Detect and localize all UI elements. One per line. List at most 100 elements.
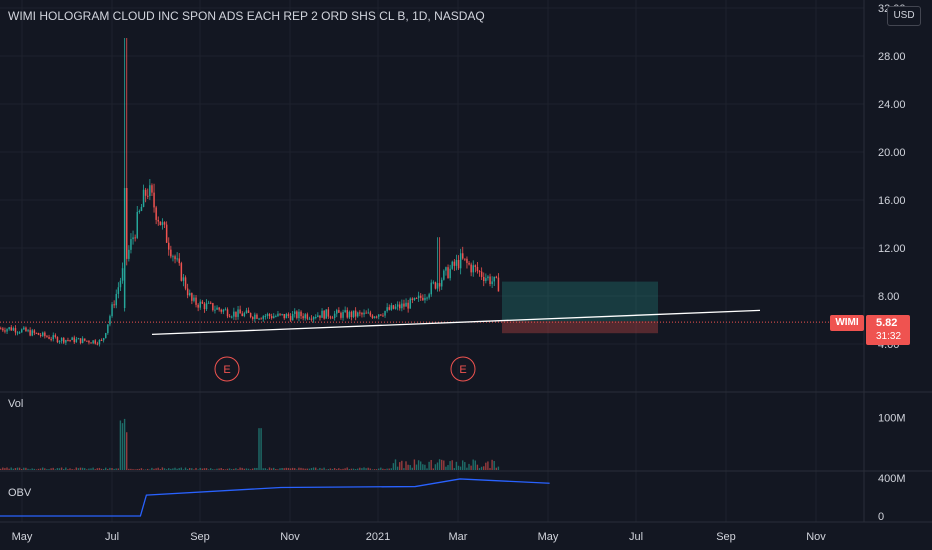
volume-bar [54,469,56,470]
x-tick-label: May [12,531,33,543]
candle-body [399,304,401,309]
volume-bar [436,462,439,470]
candle-body [394,306,397,309]
volume-bar [105,467,107,470]
candle-body [378,314,380,317]
candle-body [203,303,206,310]
volume-bar [254,467,256,470]
volume-bar [222,469,224,470]
candle-body [315,316,317,318]
volume-bar [258,428,260,470]
volume-bar [312,467,315,470]
candle-body [447,267,449,279]
candle-body [56,337,59,343]
candle-body [275,316,277,318]
candle-body [438,283,441,287]
volume-bar [201,468,203,470]
volume-bar [304,468,306,470]
candle-body [367,312,369,314]
x-tick-label: 2021 [366,531,390,543]
volume-bar [306,468,308,470]
volume-bar [247,468,250,470]
candle-body [392,305,395,309]
candle-body [258,318,260,320]
volume-bar [119,420,122,470]
candle-body [170,249,172,257]
volume-bar [60,467,63,470]
candle-body [52,335,54,340]
price-axis[interactable]: 4.008.0012.0016.0020.0024.0028.0032.0010… [878,3,906,523]
volume-bar [170,468,172,470]
axis-separators [0,0,932,523]
candle-body [8,327,10,330]
trendline[interactable] [151,309,761,336]
candle-body [214,309,216,311]
candle-body [365,312,367,314]
candle-body [344,310,346,313]
volume-bar [245,468,248,470]
candle-body [409,298,411,309]
obv-line [0,478,550,517]
candle-body [31,330,33,336]
candle-body [296,311,298,319]
candle-body [426,297,428,299]
candle-body [195,297,197,305]
candle-body [300,311,302,317]
time-axis[interactable]: May Jul Sep Nov 2021 Mar May Jul Sep Nov [12,531,827,543]
candle-body [138,210,141,212]
candle-body [44,332,46,337]
candle-body [226,309,229,317]
candle-body [18,332,21,334]
currency-button[interactable]: USD [887,6,921,26]
candle-body [445,267,447,271]
volume-bar [308,468,311,470]
volume-bar [375,469,378,470]
candle-body [277,313,279,317]
candle-body [147,195,149,197]
volume-bar [270,468,273,470]
earnings-marker-circle [214,356,240,382]
volume-bar [468,463,470,470]
candle-body [10,327,12,331]
volume-bar [195,467,197,470]
volume-bar [455,461,458,470]
volume-bar [338,468,340,470]
y-tick-label: 0 [878,511,884,523]
x-tick-label: Nov [806,531,826,543]
candle-body [493,276,495,282]
candle-body [472,265,474,273]
candle-body [199,301,201,308]
earnings-marker-circle [450,356,476,382]
volume-bar [100,468,103,470]
y-tick-label: 12.00 [878,243,906,255]
candle-body [386,307,388,312]
candle-body [430,282,432,295]
volume-bar [117,468,119,470]
volume-bar [277,469,279,470]
stop-zone[interactable] [502,321,658,334]
candle-body [417,295,420,299]
grid-lines [0,0,864,522]
volume-bar [420,461,422,470]
volume-bar [388,468,390,470]
volume-bar [470,465,472,470]
volume-bar [478,468,481,470]
volume-bar [327,469,329,470]
target-zone[interactable] [502,281,658,322]
volume-bar [333,468,336,470]
candle-body [451,261,453,269]
candle-body [134,237,136,239]
volume-bar [12,468,14,470]
candle-body [329,316,332,318]
volume-bar [296,469,298,470]
volume-bar [357,468,359,470]
volume-bar [371,469,374,470]
candle-body [35,332,38,334]
volume-bar [178,468,180,470]
volume-bar [396,466,399,470]
volume-bar [81,467,84,470]
candle-body [369,312,372,316]
volume-bar [8,468,10,470]
volume-bar [346,467,348,470]
